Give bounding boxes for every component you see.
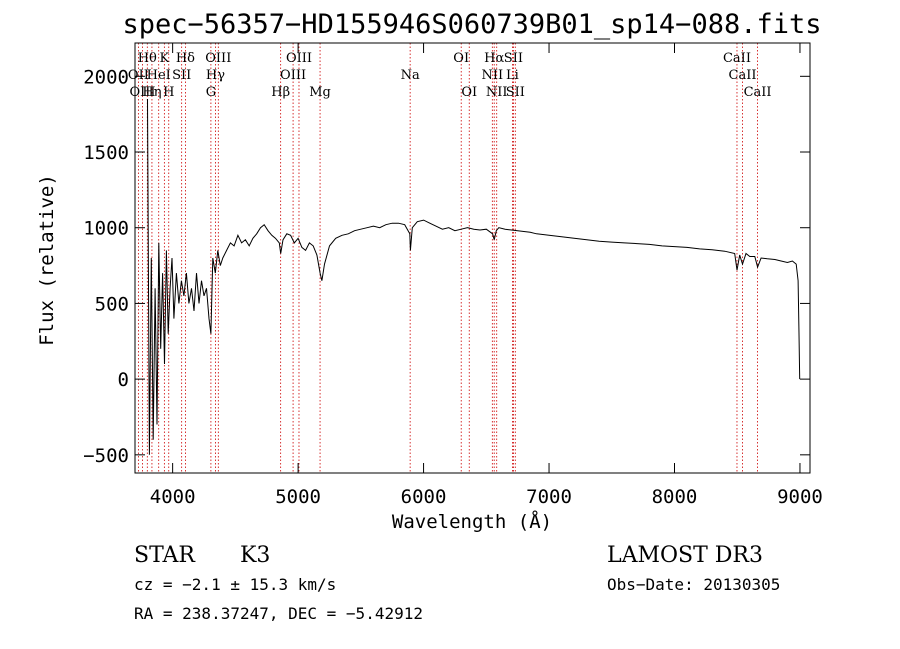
spectral-line-label: Hα — [484, 51, 504, 66]
spectral-line-label: Li — [506, 68, 519, 83]
spectral-line-label: OI — [461, 85, 477, 100]
spectral-line-label: OIII — [286, 51, 312, 66]
observation-date: Obs−Date: 20130305 — [607, 575, 780, 594]
x-tick-label: 4000 — [150, 486, 196, 508]
spectral-line-label: OIII — [280, 68, 306, 83]
spectral-line-label: Hθ — [138, 51, 157, 66]
spectral-line-label: NII — [486, 85, 508, 100]
spectral-line-label: G — [206, 85, 216, 100]
spectral-line-label: K — [159, 51, 169, 66]
x-tick-label: 9000 — [777, 486, 823, 508]
x-axis-label: Wavelength (Å) — [392, 510, 552, 533]
plot-frame — [134, 42, 811, 474]
y-axis-ticks: −500 0 500 1000 1500 2000 — [83, 66, 810, 467]
spectral-line-label: Hδ — [176, 51, 195, 66]
spectral-line-label: Hβ — [271, 85, 290, 100]
spectral-line-markers — [137, 43, 758, 473]
coordinates: RA = 238.37247, DEC = −5.42912 — [134, 604, 423, 623]
y-tick-label: 1000 — [83, 218, 129, 240]
spectral-line-label: OI — [453, 51, 469, 66]
spectral-line-label: SII — [506, 85, 525, 100]
spectral-line-label: NII — [481, 68, 503, 83]
spectral-line-label: SII — [172, 68, 191, 83]
x-tick-label: 5000 — [275, 486, 321, 508]
spectral-line-label: CaII — [723, 51, 751, 66]
survey-name: LAMOST DR3 — [607, 543, 763, 568]
redshift-cz: cz = −2.1 ± 15.3 km/s — [134, 575, 336, 594]
spectral-line-label: OIII — [129, 85, 155, 100]
spectral-line-label: CaII — [729, 68, 757, 83]
flux-series-line — [147, 98, 801, 455]
y-tick-label: 0 — [118, 369, 129, 391]
spectral-line-label: OIII — [205, 51, 231, 66]
spectral-line-label: SII — [504, 51, 523, 66]
spectral-line-label: HeI — [147, 68, 171, 83]
x-tick-label: 7000 — [526, 486, 572, 508]
y-tick-label: 500 — [95, 293, 129, 315]
spectral-line-label: OII — [128, 68, 149, 83]
y-axis-label: Flux (relative) — [36, 174, 58, 346]
y-tick-label: −500 — [83, 445, 129, 467]
x-tick-label: 8000 — [652, 486, 698, 508]
object-type: STAR — [134, 543, 196, 568]
spectral-line-label: CaII — [744, 85, 772, 100]
object-subclass: K3 — [240, 543, 270, 568]
y-tick-label: 2000 — [83, 66, 129, 88]
spectral-line-label: Hγ — [206, 68, 225, 83]
spectral-line-label: Na — [401, 68, 420, 83]
spectral-line-label: Mg — [309, 85, 331, 100]
x-axis-ticks: 4000 5000 6000 7000 8000 9000 — [150, 43, 823, 508]
x-tick-label: 6000 — [401, 486, 447, 508]
y-tick-label: 1500 — [83, 142, 129, 164]
chart-title: spec−56357−HD155946S060739B01_sp14−088.f… — [123, 9, 822, 40]
spectral-line-label: Hη — [142, 85, 161, 100]
spectral-line-label: H — [163, 85, 174, 100]
